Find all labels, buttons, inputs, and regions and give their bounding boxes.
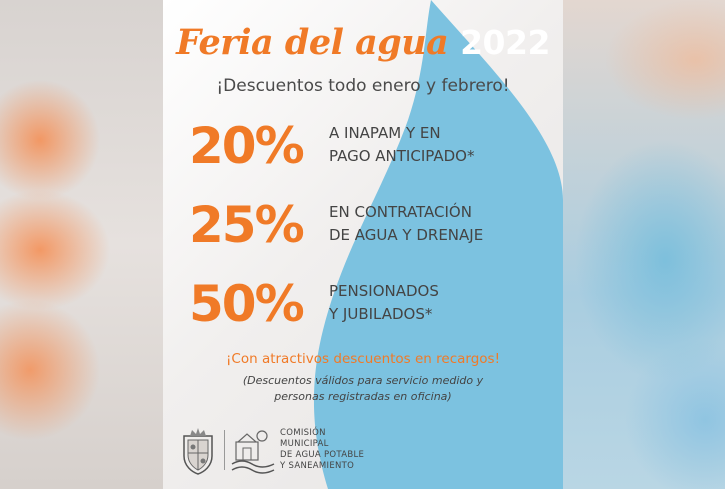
offer-description: PENSIONADOS Y JUBILADOS* <box>329 280 559 326</box>
offer-percent: 20% <box>189 117 305 175</box>
logo-text: COMISIÓN MUNICIPAL DE AGUA POTABLE Y SAN… <box>280 428 364 472</box>
note-line: personas registradas en oficina) <box>274 390 452 403</box>
promo-text: ¡Con atractivos descuentos en recargos! <box>226 351 500 367</box>
title-main: Feria del agua <box>176 22 449 63</box>
water-commission-logo-icon <box>231 430 275 474</box>
offer-description: A INAPAM Y EN PAGO ANTICIPADO* <box>329 122 559 168</box>
offer-line: EN CONTRATACIÓN <box>329 203 472 221</box>
logo-text-line: DE AGUA POTABLE <box>280 450 365 460</box>
municipal-coat-of-arms-icon <box>183 428 213 475</box>
logo-text-line: COMISIÓN <box>280 428 326 438</box>
poster: Feria del agua 2022 ¡Descuentos todo ene… <box>163 0 563 489</box>
offer-percent: 50% <box>189 275 305 333</box>
offer-description: EN CONTRATACIÓN DE AGUA Y DRENAJE <box>329 201 559 247</box>
water-drop-shape <box>313 0 563 489</box>
blurred-background-right <box>545 0 725 489</box>
offer-line: A INAPAM Y EN <box>329 124 441 142</box>
logo-text-line: MUNICIPAL <box>280 439 329 449</box>
offer-line: PENSIONADOS <box>329 282 439 300</box>
logo-text-line: Y SANEAMIENTO <box>280 461 355 471</box>
note-line: (Descuentos válidos para servicio medido… <box>242 374 484 387</box>
offer-line: DE AGUA Y DRENAJE <box>329 226 484 244</box>
offer-line: Y JUBILADOS* <box>329 305 433 323</box>
poster-title: Feria del agua 2022 <box>163 22 563 63</box>
offer-percent: 25% <box>189 196 305 254</box>
blurred-background-left <box>0 0 180 489</box>
title-year: 2022 <box>460 23 550 62</box>
logo-divider <box>224 430 225 470</box>
subtitle: ¡Descuentos todo enero y febrero! <box>216 76 510 96</box>
offer-line: PAGO ANTICIPADO* <box>329 147 475 165</box>
logos: COMISIÓN MUNICIPAL DE AGUA POTABLE Y SAN… <box>178 424 378 479</box>
disclaimer-note: (Descuentos válidos para servicio medido… <box>163 373 563 405</box>
